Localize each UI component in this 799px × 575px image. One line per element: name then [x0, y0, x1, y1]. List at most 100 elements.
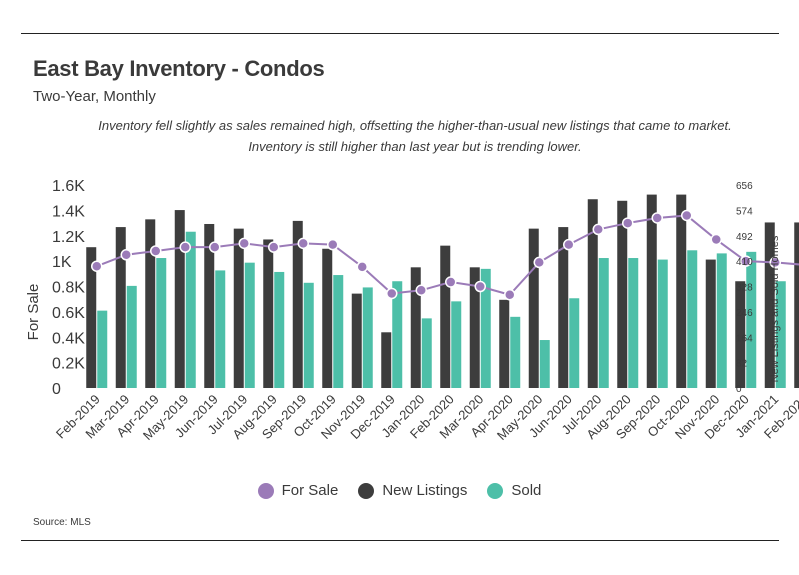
sold-bar: [775, 281, 786, 388]
annotation-line-1: Inventory fell slightly as sales remaine…: [98, 118, 732, 133]
sold-bar: [392, 281, 403, 388]
legend-item-new-listings: New Listings: [358, 482, 467, 499]
for-sale-point: [710, 233, 722, 246]
new-listings-bar: [174, 210, 185, 388]
sold-bar: [126, 285, 137, 388]
for-sale-point: [769, 256, 781, 269]
top-rule: [21, 33, 779, 34]
for-sale-point: [268, 241, 280, 253]
for-sale-point: [297, 237, 309, 250]
sold-bar: [215, 270, 226, 388]
for-sale-point: [681, 209, 693, 222]
right-axis-tick-label: 164: [736, 333, 753, 344]
new-listings-bar: [646, 194, 657, 388]
sold-bar: [598, 258, 609, 388]
annotation-line-2: Inventory is still higher than last year…: [248, 139, 582, 154]
new-listings-bar: [735, 281, 746, 388]
left-axis-title: For Sale: [25, 284, 42, 341]
sold-bar: [569, 298, 580, 388]
right-axis-tick-label: 0: [736, 384, 742, 395]
new-listings-bar: [469, 267, 480, 388]
legend-swatch-sold: [487, 482, 504, 499]
sold-bar: [746, 251, 757, 388]
left-axis-tick-label: 0.4K: [52, 330, 85, 347]
for-sale-point: [504, 288, 516, 301]
new-listings-bar: [705, 259, 716, 388]
legend-label-new-listings: New Listings: [382, 482, 468, 499]
for-sale-point: [533, 256, 545, 269]
new-listings-bar: [381, 332, 392, 388]
left-axis-tick-label: 0: [52, 381, 61, 398]
new-listings-bar: [558, 227, 569, 388]
for-sale-point: [563, 238, 575, 251]
new-listings-bar: [292, 220, 303, 388]
for-sale-point: [592, 223, 604, 236]
new-listings-bar: [528, 228, 539, 388]
right-axis-title: New Listings and Sold Homes: [769, 235, 781, 382]
legend-swatch-new-listings: [358, 482, 375, 499]
for-sale-point: [622, 217, 634, 229]
legend-item-for-sale: For Sale: [257, 482, 339, 499]
chart-subtitle: Two-Year, Monthly: [33, 88, 156, 105]
sold-bar: [97, 310, 108, 388]
sold-bar: [274, 271, 285, 388]
sold-bar: [421, 318, 432, 388]
left-axis-tick-label: 0.8K: [52, 280, 85, 297]
sold-bar: [657, 259, 668, 388]
right-axis-tick-label: 656: [736, 181, 753, 192]
new-listings-bar: [145, 219, 156, 388]
for-sale-point: [327, 238, 339, 251]
new-listings-bar: [794, 222, 799, 388]
sold-bar: [185, 231, 196, 388]
right-axis-tick-label: 246: [736, 308, 753, 319]
legend-swatch-for-sale: [257, 482, 274, 499]
right-axis-tick-label: 492: [736, 232, 753, 243]
for-sale-point: [651, 212, 663, 224]
right-axis-tick-label: 410: [736, 257, 753, 268]
new-listings-bar: [86, 247, 97, 388]
legend: For Sale New Listings Sold: [0, 482, 799, 499]
left-axis-tick-label: 1K: [52, 254, 72, 271]
new-listings-bar: [676, 194, 687, 388]
sold-bar: [303, 282, 314, 388]
legend-item-sold: Sold: [487, 482, 541, 499]
left-axis-tick-label: 0.6K: [52, 305, 85, 322]
right-axis-tick-label: 82: [736, 359, 748, 370]
sold-bar: [539, 340, 550, 388]
legend-label-for-sale: For Sale: [281, 482, 339, 499]
for-sale-point: [386, 287, 398, 300]
sold-bar: [362, 287, 373, 388]
chart-title: East Bay Inventory - Condos: [33, 56, 325, 81]
sold-bar: [244, 262, 255, 388]
sold-bar: [716, 253, 727, 388]
left-axis-tick-label: 1.4K: [52, 203, 85, 220]
for-sale-point: [179, 241, 191, 253]
for-sale-point: [740, 255, 752, 267]
new-listings-bar: [764, 222, 775, 388]
for-sale-point: [209, 241, 221, 253]
sold-bar: [687, 250, 698, 388]
new-listings-bar: [499, 299, 510, 388]
right-axis-tick-label: 574: [736, 206, 753, 217]
for-sale-point: [238, 237, 250, 250]
new-listings-bar: [587, 199, 598, 388]
for-sale-point: [415, 284, 427, 297]
for-sale-point: [356, 261, 368, 273]
for-sale-point: [120, 249, 132, 261]
new-listings-bar: [263, 239, 274, 388]
for-sale-point: [445, 276, 457, 288]
sold-bar: [156, 258, 167, 388]
left-axis-tick-label: 0.2K: [52, 356, 85, 373]
new-listings-bar: [204, 223, 215, 388]
legend-label-sold: Sold: [511, 482, 542, 499]
for-sale-point: [91, 260, 103, 272]
right-axis-tick-label: 328: [736, 283, 753, 294]
source-note: Source: MLS: [33, 517, 91, 528]
new-listings-bar: [233, 228, 244, 388]
chart-annotation: Inventory fell slightly as sales remaine…: [95, 115, 735, 157]
sold-bar: [333, 275, 344, 388]
new-listings-bar: [351, 293, 362, 388]
sold-bar: [451, 301, 462, 388]
sold-bar: [628, 258, 639, 388]
for-sale-point: [474, 280, 486, 293]
